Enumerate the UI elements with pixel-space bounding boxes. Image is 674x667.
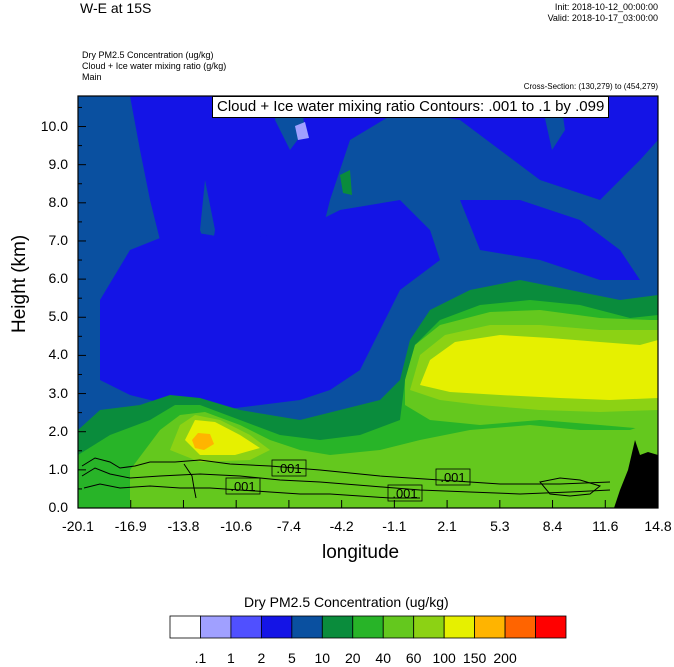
colorbar-swatch — [321, 615, 354, 639]
colorbar-level-label: 10 — [314, 650, 331, 666]
y-tick-label: 6.0 — [48, 270, 68, 287]
field-band-10-left — [78, 96, 120, 300]
x-tick-label: -13.8 — [167, 518, 200, 534]
field-band-200 — [192, 433, 214, 450]
colorbar-level-label: 100 — [432, 650, 456, 666]
colorbar-swatch — [169, 615, 201, 639]
colorbar-level-label: 40 — [375, 650, 391, 666]
contour-label-box-1 — [225, 477, 261, 495]
contour-label-3: .001 — [392, 486, 417, 501]
colorbar — [169, 615, 567, 639]
colorbar-swatch — [535, 615, 567, 639]
x-tick-label: -7.4 — [276, 518, 301, 534]
colorbar-swatch — [474, 615, 506, 639]
colorbar-level-label: 60 — [405, 650, 422, 666]
x-tick-label: 8.4 — [542, 518, 563, 534]
y-axis-label: Height (km) — [9, 234, 30, 333]
field-band-5-right — [460, 200, 640, 280]
x-tick-label: -4.2 — [329, 518, 354, 534]
field-band-5-mid — [100, 200, 440, 410]
field-pm25: Dry PM2.5 Concentration (ug/kg) — [82, 50, 214, 60]
field-band-20-dot — [340, 170, 352, 195]
colorbar-swatch — [230, 615, 262, 639]
contour-label-box-4 — [435, 468, 471, 486]
colorbar-level-label: 1 — [227, 650, 235, 666]
x-tick-label: -16.9 — [114, 518, 147, 534]
contour-label-2: .001 — [276, 461, 301, 476]
plot-field: .001 .001 .001 .001 — [78, 96, 658, 508]
contour-label-4: .001 — [440, 470, 465, 485]
field-band-150-right — [420, 335, 658, 400]
colorbar-swatch — [260, 615, 293, 639]
y-tick-label: 5.0 — [48, 308, 68, 325]
y-tick-label: 4.0 — [48, 346, 68, 363]
colorbar-level-label: 150 — [462, 650, 487, 666]
y-tick-label: 9.0 — [48, 155, 68, 172]
colorbar-swatch — [352, 615, 384, 639]
init-time: Init: 2018-10-12_00:00:00 — [554, 2, 658, 12]
cross-section-label: Cross-Section: (130,279) to (454,279) — [523, 82, 658, 91]
y-tick-label: 3.0 — [48, 384, 68, 401]
y-tick-label: 7.0 — [48, 231, 68, 248]
field-main: Main — [82, 72, 102, 82]
colorbar-swatch — [413, 615, 445, 639]
colorbar-swatch — [200, 615, 232, 639]
chart-title: W-E at 15S — [80, 0, 152, 16]
colorbar-level-label: 20 — [344, 650, 361, 666]
contour-label-box-2 — [271, 459, 307, 477]
colorbar-level-label: 2 — [257, 650, 266, 666]
contour-info-box: Cloud + Ice water mixing ratio Contours:… — [212, 96, 610, 118]
x-tick-label: 2.1 — [437, 518, 457, 534]
init-valid-times: Init: 2018-10-12_00:00:00 Valid: 2018-10… — [548, 2, 658, 24]
contour-label-box-3 — [387, 484, 423, 502]
x-axis-label: longitude — [322, 542, 400, 563]
field-cloud: Cloud + Ice water mixing ratio (g/kg) — [82, 61, 227, 71]
x-tick-label: -10.6 — [220, 518, 253, 534]
x-tick-label: -20.1 — [62, 518, 94, 534]
colorbar-level-label: .1 — [194, 650, 207, 666]
field-band-1 — [295, 122, 309, 140]
contour-labels: .001 .001 .001 .001 — [225, 459, 471, 502]
colorbar-swatch — [504, 615, 536, 639]
y-tick-label: 10.0 — [40, 117, 68, 134]
terrain — [614, 440, 658, 508]
x-tick-label: 14.8 — [644, 518, 672, 534]
y-tick-label: 8.0 — [48, 193, 68, 210]
colorbar-swatch — [443, 615, 476, 639]
x-tick-label: 5.3 — [490, 518, 510, 534]
colorbar-swatch — [382, 615, 415, 639]
field-descriptions: Dry PM2.5 Concentration (ug/kg) Cloud + … — [82, 50, 226, 83]
colorbar-title: Dry PM2.5 Concentration (ug/kg) — [244, 594, 449, 610]
colorbar-level-label: 5 — [287, 650, 296, 666]
y-tick-label: 2.0 — [48, 422, 68, 439]
valid-time: Valid: 2018-10-17_03:00:00 — [547, 13, 658, 23]
axis-ticks — [77, 106, 659, 509]
colorbar-swatch — [291, 615, 323, 639]
x-tick-label: -1.1 — [382, 518, 407, 534]
contour-label-1: .001 — [230, 479, 255, 494]
y-tick-label: 1.0 — [48, 460, 68, 477]
colorbar-level-label: 200 — [493, 650, 517, 666]
y-tick-label: 0.0 — [48, 499, 68, 515]
x-tick-label: 11.6 — [592, 518, 619, 534]
